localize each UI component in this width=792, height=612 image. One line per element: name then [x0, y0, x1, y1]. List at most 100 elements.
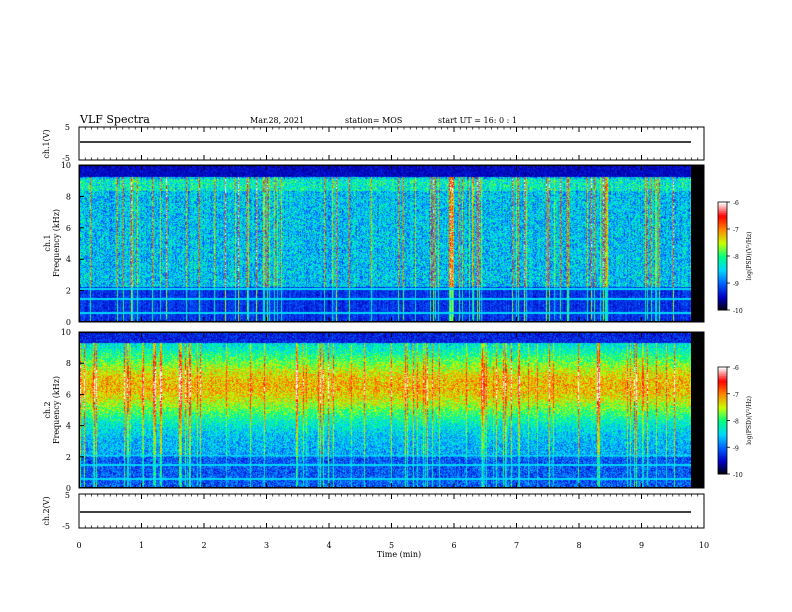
colorbar-tick-label: -6 — [733, 200, 739, 207]
station-label: station= MOS — [345, 116, 402, 125]
colorbar-cell — [718, 243, 727, 246]
waveform-ch2-frame — [78, 493, 705, 529]
colorbar-cell — [718, 203, 727, 207]
colorbar-label: log(PSD)(V²/Hz) — [746, 232, 753, 281]
colorbar-tick-label: -7 — [733, 227, 739, 234]
waveform-ch2-ytick-bottom: -5 — [62, 522, 70, 531]
colorbar-cell — [718, 202, 727, 205]
colorbar-cell — [718, 292, 727, 295]
colorbar-cell — [718, 221, 727, 225]
colorbar-cell — [718, 418, 727, 421]
colorbar-cell — [718, 440, 727, 443]
colorbar-tick-label: -10 — [733, 472, 743, 479]
colorbar-cell — [718, 447, 727, 450]
colorbar-cell — [718, 272, 727, 275]
colorbar-cell — [718, 250, 727, 253]
colorbar-cell — [718, 386, 727, 389]
colorbar-cell — [718, 383, 727, 386]
colorbar-cell — [718, 308, 727, 311]
colorbar-tick-label: -9 — [733, 281, 739, 288]
colorbar-cell — [718, 413, 727, 416]
colorbar-cell — [718, 261, 727, 264]
colorbar-cell — [718, 284, 727, 288]
y-tick-label: 6 — [66, 224, 71, 233]
waveform-ch1-ytick-top: 5 — [65, 123, 70, 132]
x-tick-label: 2 — [201, 541, 206, 550]
spectrogram-ch1-ylabel-line2: Frequency (kHz) — [52, 209, 61, 277]
y-tick-label: 4 — [66, 255, 71, 264]
colorbar-tick-label: -7 — [733, 392, 739, 399]
colorbar-cell — [718, 270, 727, 273]
spectrogram-ch2-ylabel: ch.2 Frequency (kHz) — [43, 376, 61, 444]
colorbar-cell — [718, 459, 727, 463]
colorbar-cell — [718, 463, 727, 466]
y-tick-label: 0 — [66, 484, 71, 493]
x-tick-label: 3 — [264, 541, 269, 550]
colorbar-cell — [718, 304, 727, 307]
waveform-ch2-ylabel: ch.2(V) — [42, 496, 51, 525]
x-axis-label: Time (min) — [377, 550, 421, 559]
colorbar-cell — [718, 281, 727, 284]
colorbar-cell — [718, 302, 727, 306]
colorbar-cell — [718, 266, 727, 270]
colorbar-cell — [718, 409, 727, 413]
colorbar-cell — [718, 416, 727, 420]
colorbar-tick-label: -9 — [733, 445, 739, 452]
colorbar-cell — [718, 375, 727, 379]
colorbar-cell — [718, 436, 727, 439]
colorbar-cell — [718, 411, 727, 414]
colorbar-cell — [718, 259, 727, 262]
y-tick-label: 6 — [66, 390, 71, 399]
colorbar-cell — [718, 374, 727, 377]
colorbar-cell — [718, 252, 727, 255]
colorbar-cell — [718, 432, 727, 436]
colorbar-cell — [718, 211, 727, 214]
colorbar-cell — [718, 212, 727, 216]
colorbar-cell — [718, 247, 727, 250]
colorbar-cell — [718, 229, 727, 232]
y-tick-label: 10 — [61, 328, 71, 337]
colorbar-cell — [718, 265, 727, 268]
spectrogram-ch1-ylabel-line1: ch.1 — [43, 234, 52, 251]
colorbar-cell — [718, 220, 727, 223]
colorbar-cell — [718, 422, 727, 425]
colorbar-cell — [718, 230, 727, 234]
colorbar-cell — [718, 232, 727, 235]
colorbar-ch2: -6 -7 -8 -9 -10 log(PSD)(V²/Hz) — [717, 365, 753, 479]
colorbar-ch1: -6 -7 -8 -9 -10 log(PSD)(V²/Hz) — [717, 200, 753, 315]
y-tick-label: 4 — [66, 422, 71, 431]
colorbar-cell — [718, 468, 727, 471]
y-tick-label: 10 — [61, 161, 71, 170]
colorbar-cell — [718, 415, 727, 418]
colorbar-cell — [718, 445, 727, 448]
colorbar-cell — [718, 431, 727, 434]
x-tick-label: 1 — [139, 541, 144, 550]
colorbar-cell — [718, 384, 727, 388]
colorbar-cell — [718, 465, 727, 468]
colorbar-cell — [718, 234, 727, 237]
colorbar-cell — [718, 299, 727, 302]
colorbar-cell — [718, 290, 727, 293]
colorbar-cell — [718, 450, 727, 454]
x-tick-label: 9 — [639, 541, 644, 550]
waveform-ch2-ytick-top: 5 — [65, 491, 70, 500]
colorbar-cell — [718, 301, 727, 304]
colorbar-cell — [718, 306, 727, 309]
colorbar-cell — [718, 218, 727, 221]
colorbar-cell — [718, 391, 727, 395]
colorbar-cell — [718, 381, 727, 384]
spectrogram-ch2-ylabel-line2: Frequency (kHz) — [52, 376, 61, 444]
colorbar-cell — [718, 367, 727, 370]
colorbar-cell — [718, 406, 727, 409]
colorbar-cell — [718, 239, 727, 243]
colorbar-cell — [718, 236, 727, 239]
colorbar-cell — [718, 461, 727, 464]
x-tick-label: 8 — [576, 541, 581, 550]
colorbar-cell — [718, 241, 727, 244]
colorbar-cell — [718, 254, 727, 257]
colorbar-cell — [718, 438, 727, 441]
spectrogram-ch1-image — [80, 166, 691, 321]
colorbar-cell — [718, 402, 727, 405]
colorbar-cell — [718, 452, 727, 455]
